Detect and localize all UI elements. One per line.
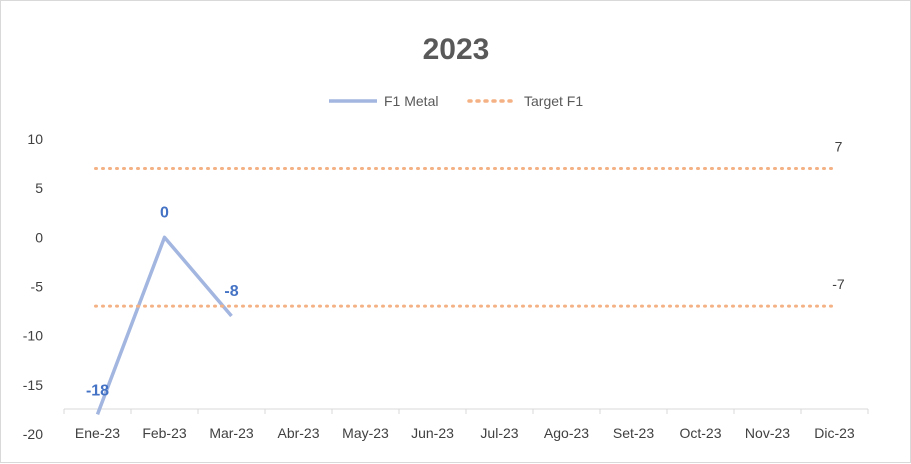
x-axis: Ene-23 Feb-23 Mar-23 Abr-23 May-23 Jun-23 Jul-… [63, 408, 869, 441]
target-end-label: 7 [835, 139, 843, 155]
x-tick-label: Nov-23 [745, 425, 790, 441]
x-tick-label: Ago-23 [544, 425, 589, 441]
target-end-label: -7 [832, 276, 845, 292]
series-f1-metal [95, 235, 233, 415]
legend-label-f1-metal: F1 Metal [384, 93, 438, 109]
y-tick-label: -15 [23, 377, 43, 393]
x-tick-label: Jun-23 [411, 425, 454, 441]
y-tick-label: 5 [35, 180, 43, 196]
legend: F1 Metal Target F1 [329, 93, 583, 109]
plot-area: -18 0 -8 7 -7 [86, 139, 845, 415]
y-tick-label: 10 [27, 131, 43, 147]
y-tick-label: 0 [35, 229, 43, 245]
legend-label-target-f1: Target F1 [524, 93, 583, 109]
x-tick-label: Jul-23 [480, 425, 518, 441]
x-tick-label: Set-23 [613, 425, 654, 441]
chart-title: 2023 [423, 33, 490, 66]
x-tick-label: Abr-23 [277, 425, 319, 441]
series-line [95, 235, 233, 415]
x-tick-label: Mar-23 [209, 425, 254, 441]
x-tick-label: Feb-23 [142, 425, 187, 441]
y-tick-label: -5 [31, 279, 44, 295]
x-tick-label: May-23 [342, 425, 389, 441]
y-tick-label: -10 [23, 328, 43, 344]
x-tick-label: Oct-23 [679, 425, 721, 441]
y-tick-label: -20 [23, 426, 43, 442]
y-axis: 10 5 0 -5 -10 -15 -20 [23, 131, 43, 442]
x-tick-label: Ene-23 [75, 425, 120, 441]
x-tick-label: Dic-23 [814, 425, 855, 441]
data-label: 0 [160, 204, 169, 221]
data-label: -8 [224, 283, 238, 300]
data-label: -18 [86, 382, 109, 399]
